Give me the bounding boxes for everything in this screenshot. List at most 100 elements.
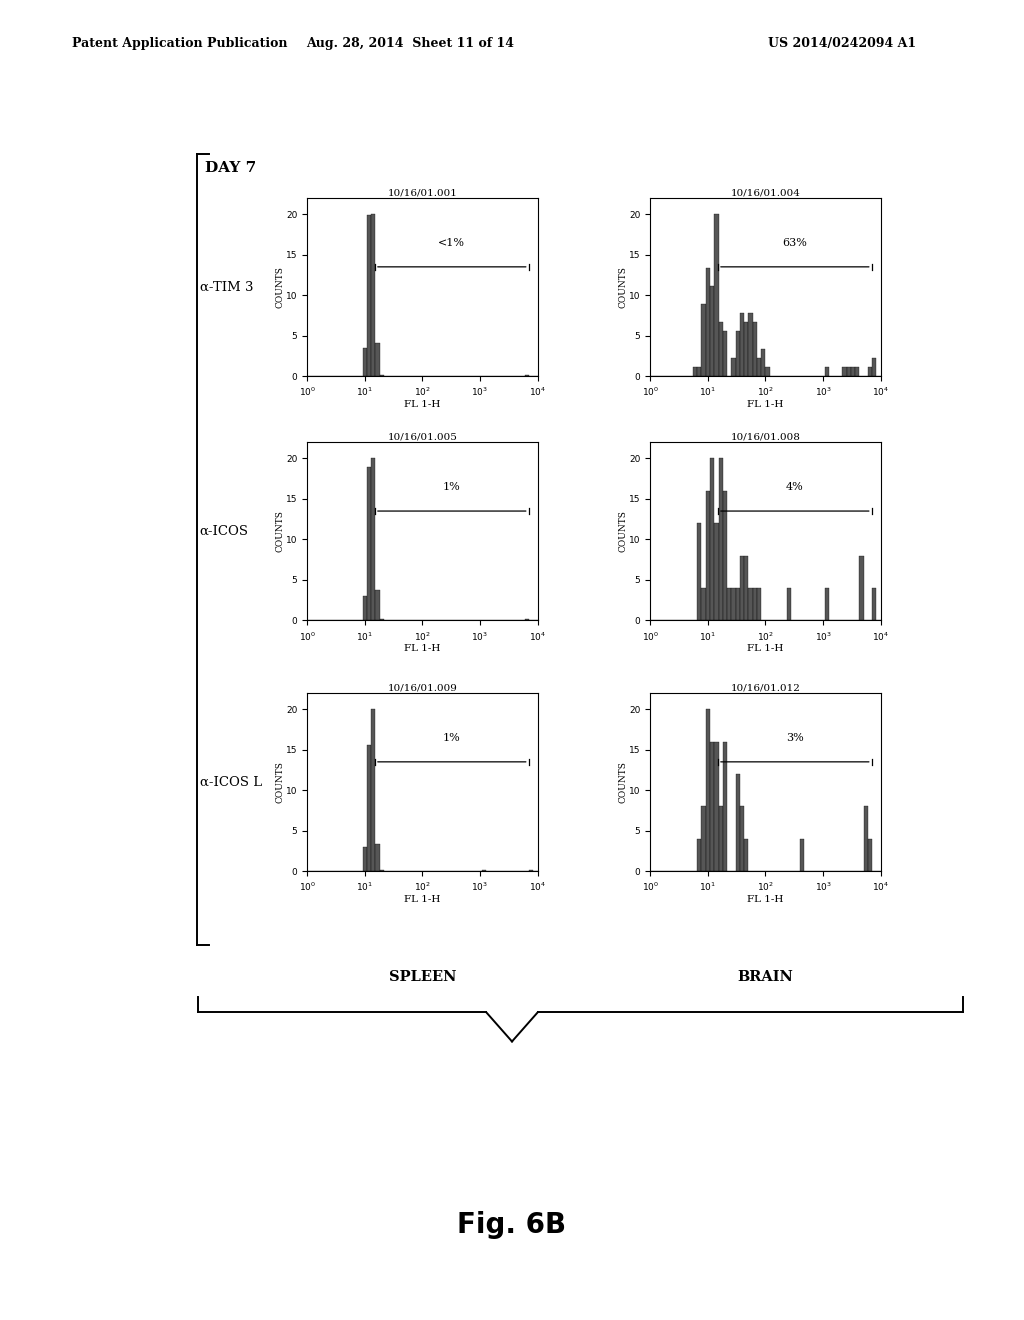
Bar — [739, 556, 744, 620]
Bar — [727, 587, 731, 620]
Bar — [723, 331, 727, 376]
Bar — [867, 838, 872, 871]
Bar — [872, 358, 877, 376]
Bar — [376, 343, 380, 376]
X-axis label: FL 1-H: FL 1-H — [748, 644, 783, 653]
Bar — [753, 322, 757, 376]
Bar — [371, 709, 376, 871]
Bar — [362, 597, 367, 620]
Y-axis label: COUNTS: COUNTS — [618, 762, 628, 803]
Text: Patent Application Publication: Patent Application Publication — [72, 37, 287, 50]
Bar — [744, 556, 749, 620]
Y-axis label: COUNTS: COUNTS — [618, 267, 628, 308]
Bar — [706, 491, 710, 620]
Text: 4%: 4% — [786, 482, 804, 492]
Bar — [744, 322, 749, 376]
Text: 1%: 1% — [443, 482, 461, 492]
Text: Aug. 28, 2014  Sheet 11 of 14: Aug. 28, 2014 Sheet 11 of 14 — [305, 37, 514, 50]
Bar — [800, 838, 804, 871]
Bar — [710, 286, 715, 376]
X-axis label: FL 1-H: FL 1-H — [404, 895, 440, 904]
Bar — [706, 709, 710, 871]
Bar — [367, 467, 371, 620]
Bar — [710, 742, 715, 871]
Bar — [376, 590, 380, 620]
Bar — [719, 458, 723, 620]
Bar — [825, 587, 829, 620]
Text: α-ICOS: α-ICOS — [200, 525, 249, 537]
Bar — [362, 348, 367, 376]
Bar — [735, 587, 739, 620]
Text: US 2014/0242094 A1: US 2014/0242094 A1 — [768, 37, 916, 50]
Bar — [731, 587, 735, 620]
X-axis label: FL 1-H: FL 1-H — [748, 895, 783, 904]
Text: 63%: 63% — [782, 238, 807, 248]
Bar — [735, 774, 739, 871]
Text: BRAIN: BRAIN — [737, 970, 794, 983]
Bar — [739, 313, 744, 376]
Text: 1%: 1% — [443, 733, 461, 743]
Bar — [380, 619, 384, 620]
Bar — [757, 587, 761, 620]
Bar — [847, 367, 851, 376]
Bar — [693, 367, 697, 376]
Bar — [701, 587, 706, 620]
Bar — [753, 587, 757, 620]
Bar — [715, 214, 719, 376]
Bar — [710, 458, 715, 620]
Bar — [367, 215, 371, 376]
Y-axis label: COUNTS: COUNTS — [618, 511, 628, 552]
Text: SPLEEN: SPLEEN — [389, 970, 456, 983]
Title: 10/16/01.012: 10/16/01.012 — [730, 684, 801, 692]
Bar — [872, 587, 877, 620]
Text: 3%: 3% — [786, 733, 804, 743]
Bar — [719, 807, 723, 871]
Text: <1%: <1% — [438, 238, 465, 248]
Bar — [842, 367, 847, 376]
Bar — [719, 322, 723, 376]
Bar — [697, 523, 701, 620]
Bar — [701, 807, 706, 871]
Bar — [863, 807, 867, 871]
Bar — [371, 458, 376, 620]
Text: DAY 7: DAY 7 — [205, 161, 256, 176]
Bar — [851, 367, 855, 376]
Bar — [701, 304, 706, 376]
Bar — [749, 587, 753, 620]
Bar — [362, 847, 367, 871]
Bar — [786, 587, 791, 620]
Title: 10/16/01.005: 10/16/01.005 — [387, 433, 458, 441]
Text: α-ICOS L: α-ICOS L — [200, 776, 262, 788]
Bar — [739, 807, 744, 871]
Title: 10/16/01.009: 10/16/01.009 — [387, 684, 458, 692]
X-axis label: FL 1-H: FL 1-H — [404, 644, 440, 653]
Bar — [766, 367, 770, 376]
Bar — [867, 367, 872, 376]
Bar — [697, 838, 701, 871]
Title: 10/16/01.001: 10/16/01.001 — [387, 189, 458, 197]
X-axis label: FL 1-H: FL 1-H — [404, 400, 440, 409]
Y-axis label: COUNTS: COUNTS — [275, 267, 285, 308]
Bar — [757, 358, 761, 376]
Bar — [761, 350, 766, 376]
Bar — [367, 744, 371, 871]
Bar — [706, 268, 710, 376]
Bar — [825, 367, 829, 376]
Bar — [731, 358, 735, 376]
Bar — [380, 870, 384, 871]
Bar — [735, 331, 739, 376]
Y-axis label: COUNTS: COUNTS — [275, 762, 285, 803]
Bar — [749, 313, 753, 376]
Bar — [855, 367, 859, 376]
Title: 10/16/01.004: 10/16/01.004 — [730, 189, 801, 197]
Bar — [859, 556, 863, 620]
Title: 10/16/01.008: 10/16/01.008 — [730, 433, 801, 441]
Bar — [715, 523, 719, 620]
Bar — [744, 838, 749, 871]
X-axis label: FL 1-H: FL 1-H — [748, 400, 783, 409]
Bar — [697, 367, 701, 376]
Bar — [723, 742, 727, 871]
Y-axis label: COUNTS: COUNTS — [275, 511, 285, 552]
Bar — [371, 214, 376, 376]
Bar — [715, 742, 719, 871]
